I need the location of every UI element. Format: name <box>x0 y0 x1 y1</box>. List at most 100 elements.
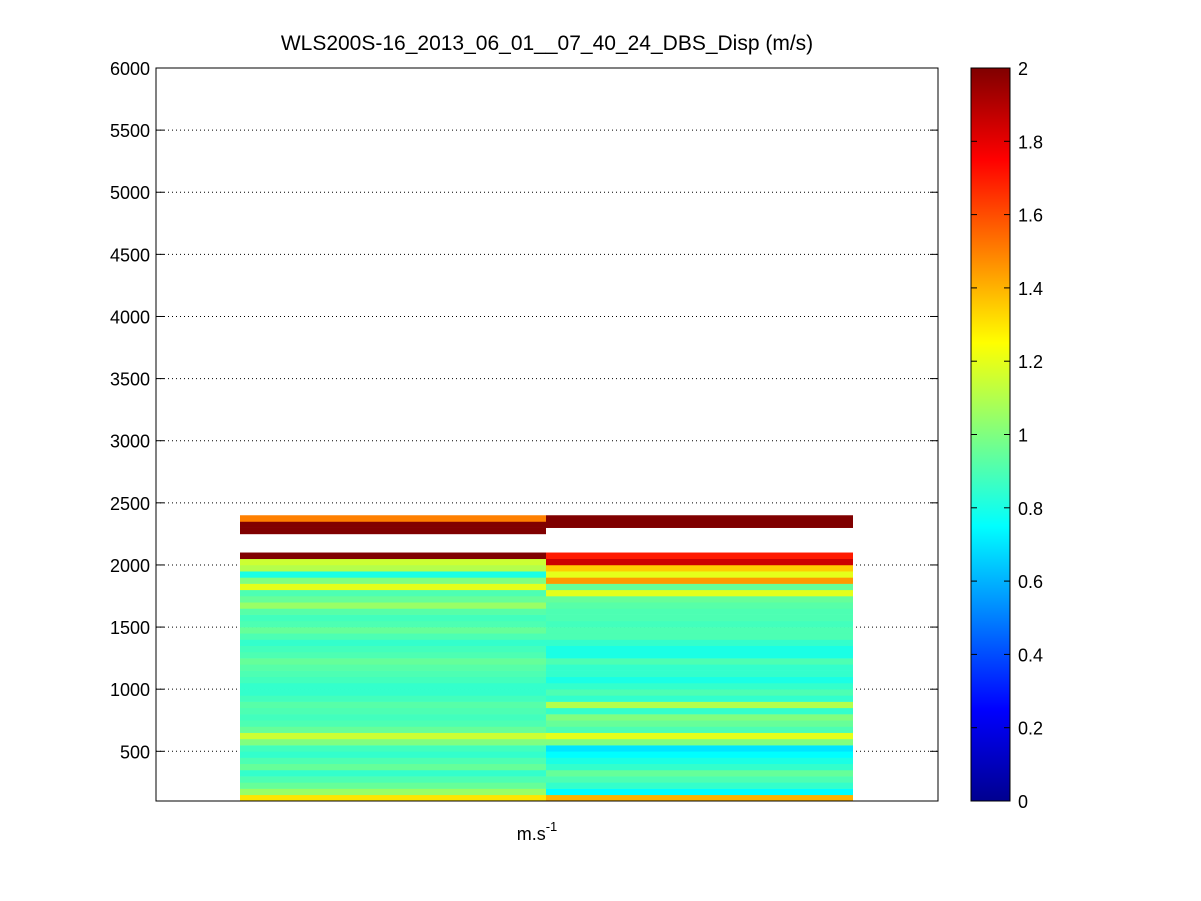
heatmap-cell <box>240 651 546 659</box>
heatmap-cell <box>240 738 546 746</box>
heatmap-cell <box>240 577 546 584</box>
heatmap-cell <box>240 676 546 684</box>
heatmap-cell <box>546 571 853 578</box>
heatmap-cell <box>546 788 853 796</box>
heatmap-cell <box>546 627 853 634</box>
heatmap-cell <box>546 726 853 733</box>
colorbar-tick-label: 1.6 <box>1018 206 1043 226</box>
heatmap-cell <box>546 614 853 622</box>
heatmap-cell <box>546 689 853 696</box>
heatmap-cell <box>546 782 853 789</box>
heatmap-cell <box>240 552 546 560</box>
heatmap-cell <box>546 620 853 628</box>
y-tick-label: 4000 <box>110 307 150 327</box>
colorbar-tick-label: 1.8 <box>1018 132 1043 152</box>
y-tick-label: 2000 <box>110 556 150 576</box>
y-tick-label: 4500 <box>110 245 150 265</box>
heatmap-cell <box>240 614 546 622</box>
y-tick-label: 3500 <box>110 370 150 390</box>
x-axis-label: m.s-1 <box>517 819 558 844</box>
heatmap-cell <box>240 639 546 647</box>
heatmap-cell <box>240 620 546 628</box>
heatmap-cell <box>546 515 853 522</box>
heatmap-cell <box>546 664 853 671</box>
heatmap-cell <box>546 751 853 758</box>
colorbar-tick-label: 1.2 <box>1018 352 1043 372</box>
heatmap-cell <box>546 695 853 702</box>
colorbar-ticks: 0 0.2 0.4 0.6 0.8 1 1.2 1.4 1.6 1.8 2 <box>971 59 1043 812</box>
heatmap-cell <box>546 558 853 566</box>
heatmap-cell <box>240 782 546 789</box>
heatmap-cell <box>240 726 546 733</box>
y-tick-label: 1500 <box>110 618 150 638</box>
heatmap-cell <box>546 564 853 572</box>
heatmap-cell <box>240 571 546 578</box>
heatmap-cell <box>240 664 546 671</box>
heatmap-cell <box>240 689 546 696</box>
heatmap-cell <box>546 738 853 746</box>
heatmap-cell <box>546 757 853 765</box>
colorbar-tick-label: 0.2 <box>1018 719 1043 739</box>
colorbar: 0 0.2 0.4 0.6 0.8 1 1.2 1.4 1.6 1.8 2 <box>970 59 1043 812</box>
heatmap-cell <box>546 676 853 684</box>
heatmap-cell <box>546 552 853 560</box>
heatmap-cell <box>546 583 853 591</box>
colorbar-tick-label: 0 <box>1018 792 1028 812</box>
heatmap-cell <box>546 645 853 653</box>
y-axis-ticks: 500 1000 1500 2000 2500 3000 3500 4000 4500 5000 5… <box>110 59 938 762</box>
x-axis-label-base: m.s <box>517 824 546 844</box>
heatmap-cell <box>240 776 546 783</box>
heatmap-cell <box>240 751 546 758</box>
heatmap-cell <box>240 596 546 603</box>
heatmap-cell <box>240 658 546 665</box>
heatmap-cell <box>546 670 853 678</box>
heatmap-cell <box>240 757 546 765</box>
heatmap-cell <box>240 558 546 566</box>
y-tick-label: 500 <box>120 742 150 762</box>
colorbar-tick-label: 1.4 <box>1018 279 1043 299</box>
heatmap-cell <box>546 639 853 647</box>
heatmap-cell <box>240 707 546 715</box>
heatmap-cell <box>546 794 853 802</box>
heatmap-cell <box>240 763 546 771</box>
heatmap-cell <box>546 701 853 709</box>
heatmap-cell <box>240 732 546 740</box>
heatmap-cell <box>546 602 853 609</box>
chart-title: WLS200S-16_2013_06_01__07_40_24_DBS_Disp… <box>281 32 813 55</box>
heatmap-cell <box>240 670 546 678</box>
y-tick-label: 2500 <box>110 494 150 514</box>
heatmap-cell <box>546 776 853 783</box>
heatmap-cell <box>546 707 853 715</box>
plot-frame <box>155 67 939 802</box>
x-axis-label-exponent: -1 <box>546 819 558 834</box>
y-tick-label: 6000 <box>110 59 150 79</box>
heatmap-cell <box>546 589 853 597</box>
y-tick-label: 1000 <box>110 680 150 700</box>
colorbar-tick-label: 0.8 <box>1018 499 1043 519</box>
colorbar-tick-label: 1 <box>1018 426 1028 446</box>
heatmap-cell <box>546 720 853 727</box>
heatmap-cells <box>240 515 853 802</box>
colorbar-tick-label: 0.4 <box>1018 645 1043 665</box>
heatmap-cell <box>240 627 546 634</box>
heatmap-cell <box>546 682 853 690</box>
heatmap-cell <box>240 515 546 522</box>
heatmap-cell <box>240 527 546 535</box>
heatmap-cell <box>240 589 546 597</box>
heatmap-cell <box>240 714 546 721</box>
colorbar-gradient <box>971 68 1010 801</box>
heatmap-cell <box>546 745 853 752</box>
colorbar-tick-label: 2 <box>1018 59 1028 79</box>
heatmap-cell <box>546 633 853 640</box>
heatmap-cell <box>546 521 853 528</box>
heatmap-cell <box>546 763 853 771</box>
heatmap-cell <box>240 564 546 572</box>
heatmap-cell <box>240 645 546 653</box>
heatmap-cell <box>240 608 546 615</box>
heatmap-cell <box>546 732 853 740</box>
heatmap-cell <box>240 521 546 528</box>
colorbar-frame <box>970 67 1011 802</box>
heatmap-cell <box>240 682 546 690</box>
heatmap-cell <box>546 658 853 665</box>
